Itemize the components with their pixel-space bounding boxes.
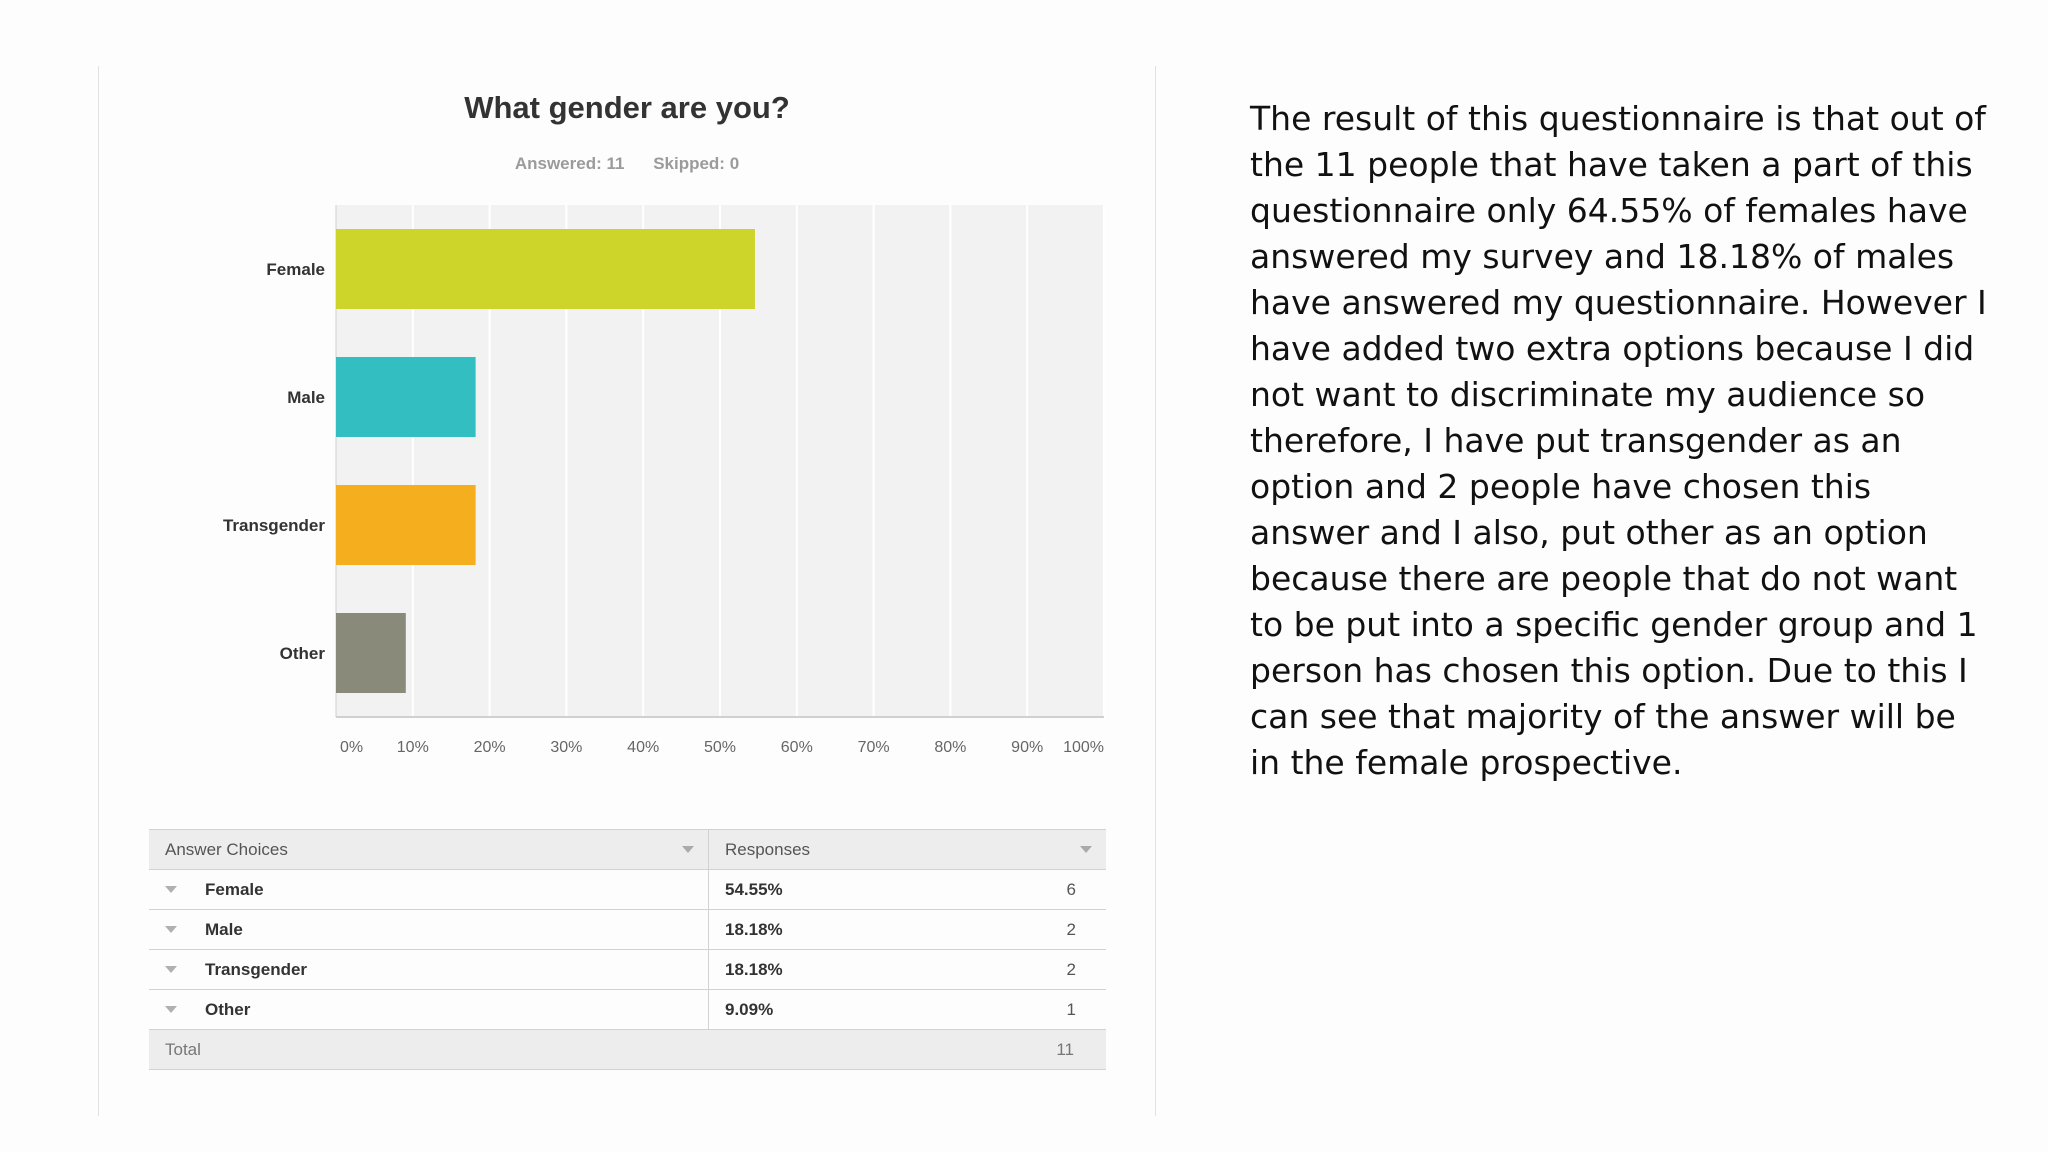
x-tick-label: 20% <box>474 739 506 756</box>
x-tick-label: 100% <box>1063 739 1104 756</box>
category-label: Other <box>280 644 326 663</box>
table-row: Female 54.55% 6 <box>149 869 1106 910</box>
category-label: Male <box>287 388 325 407</box>
bar-male <box>336 357 476 437</box>
x-tick-label: 30% <box>550 739 582 756</box>
answered-count: Answered: 11 <box>514 154 625 173</box>
sort-caret-icon[interactable] <box>682 846 694 853</box>
x-tick-label: 10% <box>397 739 429 756</box>
x-tick-label: 60% <box>781 739 813 756</box>
x-tick-label: 0% <box>340 739 363 756</box>
bar-chart: Female Male Transgender Other 0% 10% 20% 30% 40%… <box>223 205 1105 756</box>
bar-female <box>336 229 755 309</box>
table-header-row: Answer Choices Responses <box>149 829 1106 870</box>
response-percent: 9.09% <box>725 999 774 1019</box>
response-count: 6 <box>1066 879 1076 899</box>
expand-caret-icon[interactable] <box>165 886 177 893</box>
responses-header-label: Responses <box>725 839 811 859</box>
expand-caret-icon[interactable] <box>165 1006 177 1013</box>
response-percent: 18.18% <box>725 959 783 979</box>
response-percent: 18.18% <box>725 919 783 939</box>
table-row: Male 18.18% 2 <box>149 909 1106 950</box>
x-tick-label: 90% <box>1011 739 1043 756</box>
choice-label: Transgender <box>205 959 308 979</box>
x-tick-label: 40% <box>627 739 659 756</box>
category-label: Transgender <box>223 516 325 535</box>
response-count: 2 <box>1066 919 1076 939</box>
chart-title: What gender are you? <box>464 90 790 125</box>
survey-panel: What gender are you? Answered: 11 Skippe… <box>98 66 1156 1116</box>
table-total-row: Total 11 <box>149 1029 1106 1070</box>
table-row: Transgender 18.18% 2 <box>149 949 1106 990</box>
table-row: Other 9.09% 1 <box>149 989 1106 1030</box>
expand-caret-icon[interactable] <box>165 966 177 973</box>
skipped-count: Skipped: 0 <box>653 154 740 173</box>
responses-header[interactable]: Responses <box>708 829 1106 870</box>
x-tick-label: 80% <box>934 739 966 756</box>
x-tick-label: 50% <box>704 739 736 756</box>
bar-other <box>336 613 406 693</box>
choice-label: Female <box>205 879 264 899</box>
sort-caret-icon[interactable] <box>1080 846 1092 853</box>
response-count: 2 <box>1066 959 1076 979</box>
answer-choices-header-label: Answer Choices <box>165 839 288 859</box>
total-label: Total <box>165 1039 201 1059</box>
response-percent: 54.55% <box>725 879 783 899</box>
choice-label: Male <box>205 919 243 939</box>
bar-transgender <box>336 485 476 565</box>
description-text: The result of this questionnaire is that… <box>1250 99 1987 782</box>
category-label: Female <box>266 260 325 279</box>
total-value: 11 <box>1056 1039 1074 1059</box>
expand-caret-icon[interactable] <box>165 926 177 933</box>
answer-choices-header[interactable]: Answer Choices <box>149 829 709 870</box>
x-tick-label: 70% <box>858 739 890 756</box>
responses-table: Answer Choices Responses Female 54.55% 6 … <box>149 829 1106 1070</box>
response-count: 1 <box>1066 999 1076 1019</box>
chart-subtitle: Answered: 11 Skipped: 0 <box>99 154 1155 174</box>
choice-label: Other <box>205 999 251 1019</box>
